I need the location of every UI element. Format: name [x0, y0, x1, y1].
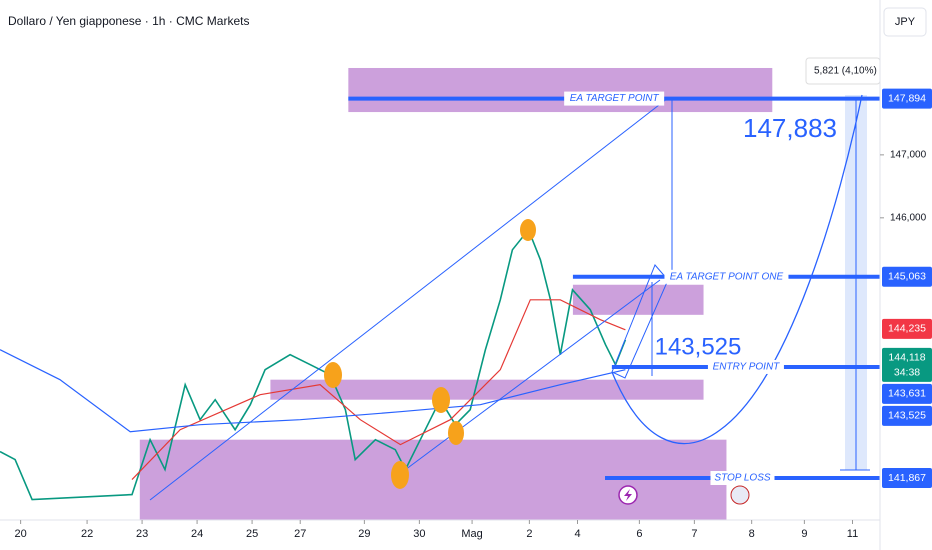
chart-title: Dollaro / Yen giapponese · 1h · CMC Mark… — [8, 14, 249, 28]
series-line — [131, 299, 626, 481]
x-tick-label: 23 — [136, 528, 148, 540]
trend-line — [149, 97, 669, 501]
series-lines — [0, 228, 627, 501]
price-label: 141,867 — [888, 472, 926, 484]
pivot — [520, 219, 536, 241]
x-tick-label: 24 — [191, 528, 203, 540]
zone — [348, 67, 773, 113]
event-flag[interactable] — [730, 485, 750, 505]
pivot — [432, 387, 450, 413]
series-line — [0, 228, 627, 501]
price-label: 143,525 — [888, 410, 926, 422]
level-label: STOP LOSS — [714, 473, 770, 484]
x-tick-label: 11 — [847, 528, 858, 540]
x-tick-label: 7 — [691, 528, 697, 540]
y-tick-label: 147,000 — [890, 150, 927, 161]
x-tick-label: 6 — [636, 528, 642, 540]
pivot — [391, 461, 409, 489]
price-label: 144,118 — [888, 352, 925, 364]
entry-annotation: 143,525 — [655, 333, 742, 360]
x-tick-label: 2 — [526, 528, 532, 540]
price-label-box — [882, 383, 932, 404]
tooltip: 5,821 (4,10%) 58 — [814, 66, 891, 77]
level-label: ENTRY POINT — [713, 362, 781, 373]
price-label: 147,894 — [888, 92, 926, 104]
price-label-box — [882, 266, 932, 287]
x-tick-label: 25 — [246, 528, 258, 540]
series-line — [0, 349, 626, 433]
price-label-box — [882, 88, 932, 109]
price-label: 144,235 — [888, 323, 926, 335]
pivot-markers — [324, 219, 536, 489]
x-tick-label: 8 — [749, 528, 755, 540]
x-tick-label: 30 — [413, 528, 425, 540]
level-label-bg — [707, 359, 784, 374]
level-label-bg — [664, 269, 789, 284]
forecast-curve — [611, 94, 863, 445]
levels: EA TARGET POINT EA TARGET POINT ONE ENTRY … — [348, 91, 880, 486]
x-tick-label: 22 — [81, 528, 93, 540]
pivot — [448, 421, 464, 445]
trend-line — [404, 279, 661, 471]
level-label-bg — [564, 91, 665, 106]
y-tick-label: 146,000 — [890, 212, 927, 223]
price-label-box — [882, 318, 932, 339]
price-label-box — [882, 405, 932, 426]
x-tick-label: 29 — [358, 528, 370, 540]
x-tick-label: Mag — [461, 528, 482, 540]
level-label: EA TARGET POINT ONE — [670, 271, 784, 282]
price-label-box — [882, 347, 932, 382]
drawings — [149, 94, 863, 501]
level-label: EA TARGET POINT — [570, 93, 660, 104]
x-tick-label: 4 — [574, 528, 580, 540]
x-tick-label: 20 — [15, 528, 27, 540]
currency-box[interactable] — [883, 7, 927, 37]
zone — [572, 284, 704, 315]
level-label-bg — [710, 471, 775, 486]
currency[interactable]: JPY — [895, 16, 916, 28]
pivot — [324, 362, 342, 388]
event-icon-bolt — [624, 489, 632, 501]
price-label-box — [882, 468, 932, 489]
x-tick-label: 9 — [801, 528, 807, 540]
zone — [270, 379, 704, 400]
x-tick-label: 27 — [294, 528, 306, 540]
target-annotation: 147,883 — [743, 113, 837, 143]
countdown: 34:38 — [894, 367, 920, 379]
price-label: 145,063 — [888, 271, 926, 283]
title-bg — [0, 0, 300, 40]
price-label: 143,631 — [888, 388, 926, 400]
